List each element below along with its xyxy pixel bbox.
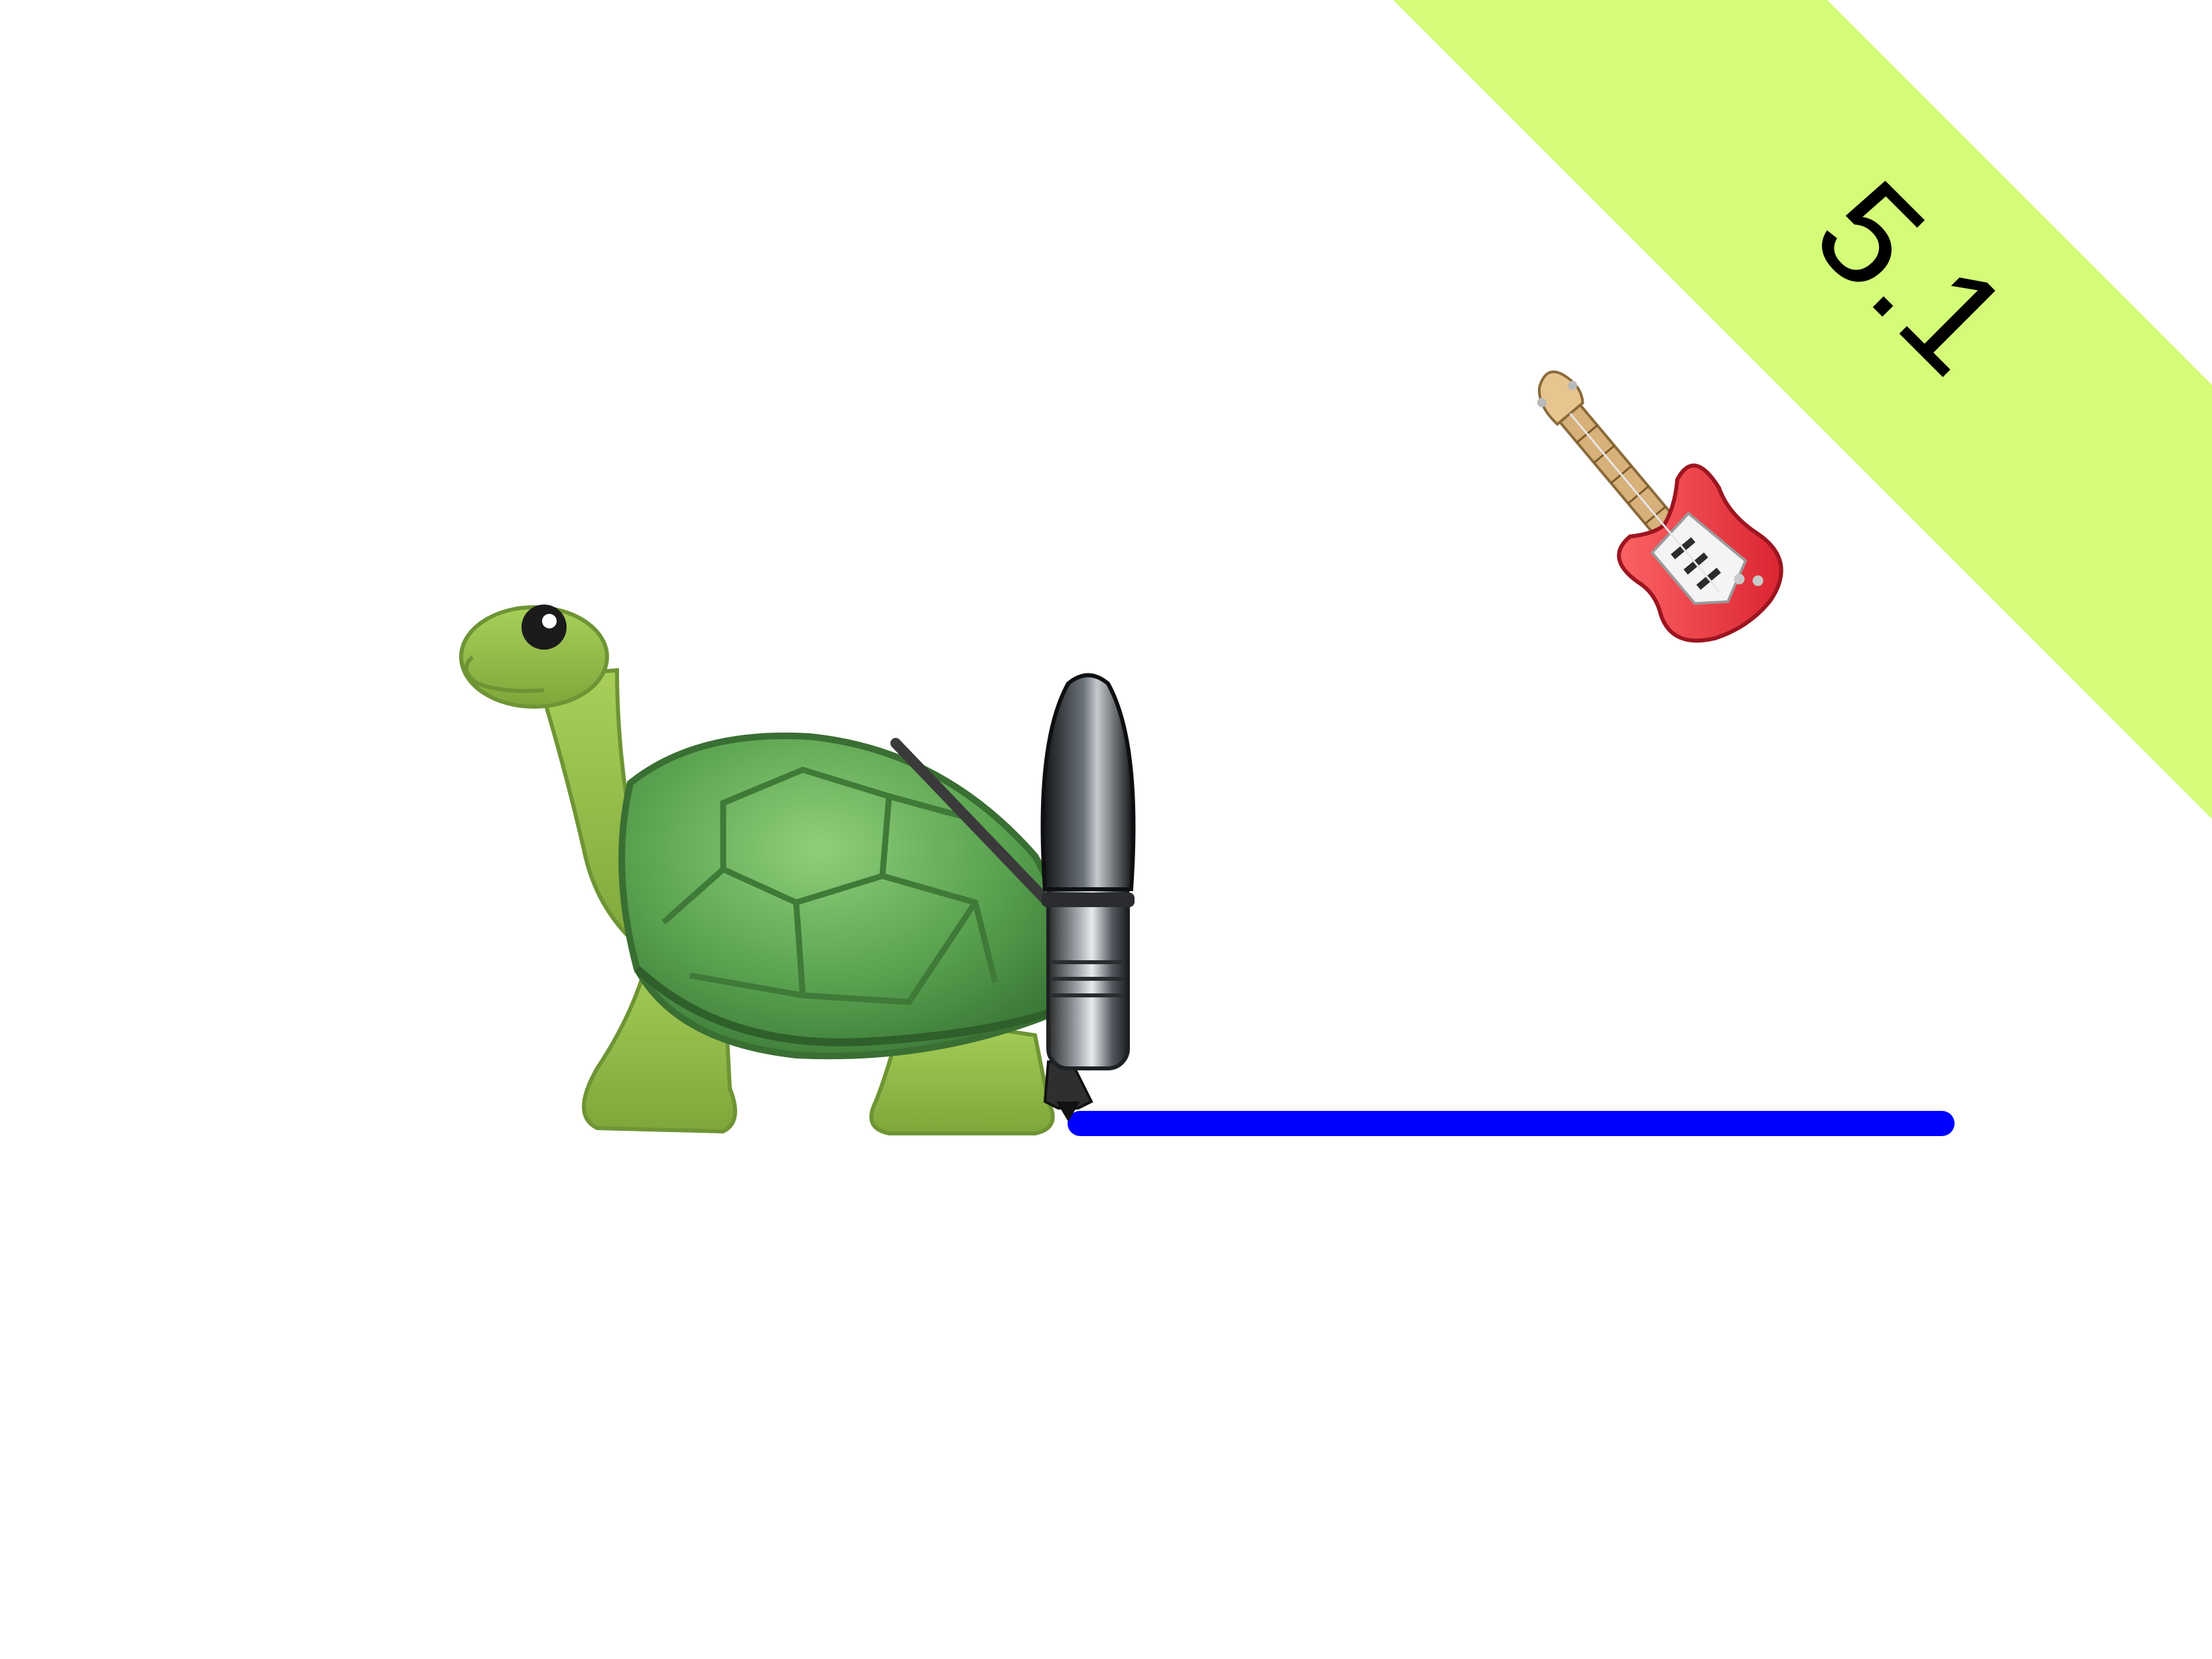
guitar-icon (1537, 370, 1783, 643)
level-banner: 5.1 (1393, 0, 2212, 819)
level-banner-ribbon (1393, 0, 2212, 819)
pen-icon (1040, 673, 1136, 1121)
turtle-icon (459, 605, 1062, 1135)
